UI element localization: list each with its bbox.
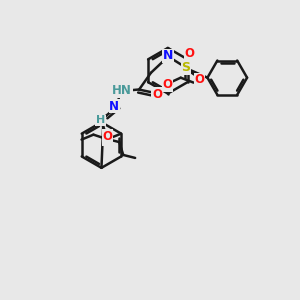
Text: O: O: [184, 47, 195, 60]
Text: O: O: [102, 130, 112, 142]
Text: N: N: [163, 50, 173, 62]
Text: HN: HN: [112, 84, 132, 97]
Text: O: O: [194, 73, 205, 86]
Text: H: H: [96, 115, 105, 125]
Text: O: O: [163, 78, 173, 91]
Text: S: S: [181, 61, 190, 74]
Text: O: O: [152, 88, 162, 101]
Text: N: N: [109, 100, 119, 113]
Text: O: O: [102, 132, 112, 145]
